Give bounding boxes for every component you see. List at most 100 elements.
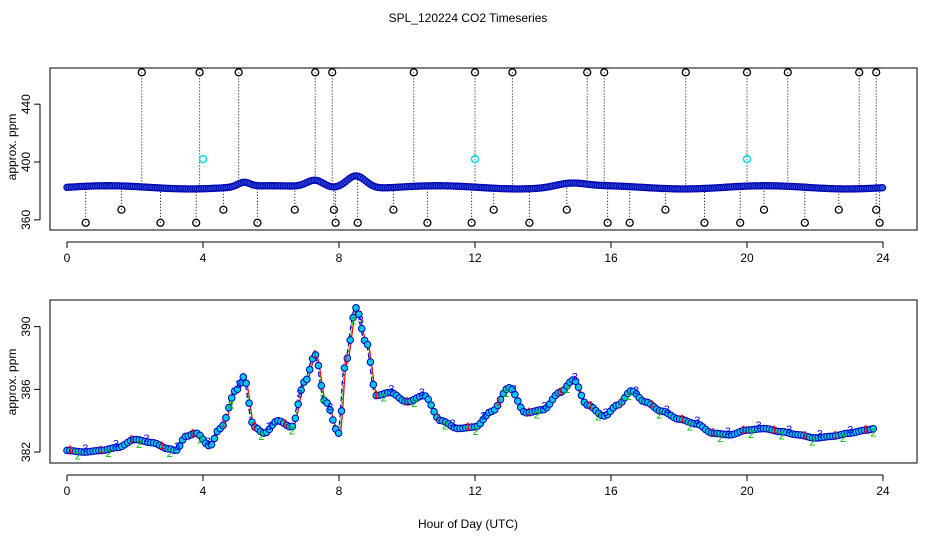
- bottom-data-point: [349, 313, 357, 322]
- bottom-series-marker-2: 2: [350, 316, 356, 328]
- bottom-series-marker-2: 2: [289, 426, 295, 438]
- top-mid-point: [834, 205, 843, 214]
- bottom-data-point: [242, 379, 250, 388]
- bottom-data-point: [427, 401, 435, 409]
- top-y-tick-label: 400: [19, 152, 33, 172]
- bottom-series-marker-2: 2: [840, 433, 846, 445]
- top-calibration-point: [470, 154, 480, 164]
- bottom-series-marker-2: 2: [779, 431, 785, 443]
- bottom-series-marker-1: 1: [98, 444, 104, 456]
- top-data-point: [878, 184, 887, 192]
- bottom-data-point: [291, 414, 300, 423]
- bottom-series-marker-2: 2: [442, 421, 448, 433]
- bottom-series-marker-1: 1: [618, 396, 624, 408]
- top-high-outlier: [681, 68, 690, 77]
- bottom-series-marker-2: 2: [411, 398, 417, 410]
- top-y-axis-label: approx. ppm: [5, 114, 19, 181]
- bottom-series-marker-1: 1: [588, 399, 594, 411]
- bottom-series-marker-3: 3: [235, 379, 241, 391]
- top-high-outlier: [583, 68, 592, 77]
- bottom-x-tick-label: 20: [740, 484, 754, 498]
- top-high-outlier: [470, 68, 480, 77]
- bottom-series-marker-2: 2: [503, 388, 509, 400]
- bottom-data-point: [571, 377, 580, 386]
- bottom-series-marker-1: 1: [343, 355, 349, 367]
- bottom-series-marker-3: 3: [664, 404, 670, 416]
- top-y-tick-label: 360: [19, 210, 33, 230]
- bottom-series-marker-3: 3: [388, 384, 394, 396]
- bottom-y-tick-label: 390: [19, 316, 33, 336]
- bottom-data-point: [233, 385, 242, 393]
- bottom-series-marker-1: 1: [312, 348, 318, 360]
- bottom-data-point: [346, 336, 355, 344]
- bottom-x-tick-label: 12: [468, 484, 482, 498]
- bottom-data-point: [869, 425, 878, 433]
- top-x-tick-label: 20: [740, 251, 754, 265]
- top-low-outlier: [467, 218, 476, 227]
- bottom-plot-frame: [49, 299, 918, 464]
- top-baseline-points: [63, 172, 887, 193]
- bottom-series-marker-3: 3: [327, 402, 333, 414]
- bottom-data-point: [493, 401, 502, 410]
- bottom-series-marker-1: 1: [496, 397, 502, 409]
- bottom-data-point: [340, 364, 349, 372]
- bottom-data-point: [225, 403, 233, 412]
- bottom-x-tick-label: 24: [876, 484, 890, 498]
- top-high-outlier: [409, 68, 418, 77]
- top-high-outlier: [872, 68, 881, 77]
- bottom-series-marker-1: 1: [710, 427, 716, 439]
- bottom-series-marker-3: 3: [449, 418, 455, 430]
- top-x-tick-label: 4: [200, 251, 207, 265]
- bottom-y-axis-label: approx. ppm: [5, 349, 19, 416]
- bottom-series-marker-1: 1: [465, 421, 471, 433]
- top-x-tick-label: 24: [876, 251, 890, 265]
- bottom-data-point: [511, 390, 519, 399]
- bottom-data-point: [326, 406, 334, 414]
- bottom-series-marker-2: 2: [687, 421, 693, 433]
- bottom-series-marker-3: 3: [725, 426, 731, 438]
- bottom-series-marker-3: 3: [480, 411, 486, 423]
- bottom-series-marker-1: 1: [557, 386, 563, 398]
- bottom-series-marker-3: 3: [143, 433, 149, 445]
- top-low-outlier: [81, 218, 90, 227]
- top-low-outlier: [192, 218, 201, 227]
- top-low-outlier: [331, 218, 340, 227]
- bottom-data-point: [239, 373, 248, 381]
- bottom-series-marker-1: 1: [282, 417, 288, 429]
- top-low-outlier: [700, 218, 709, 227]
- bottom-data-point: [317, 381, 326, 390]
- bottom-series-marker-2: 2: [748, 429, 754, 441]
- top-x-tick-label: 8: [336, 251, 343, 265]
- bottom-series-marker-2: 2: [717, 433, 723, 445]
- bottom-data-point: [334, 429, 343, 437]
- top-mid-point: [661, 205, 670, 214]
- bottom-series-marker-1: 1: [802, 429, 808, 441]
- bottom-data-point: [288, 422, 297, 431]
- bottom-data-point: [514, 397, 522, 405]
- top-low-outlier: [800, 218, 809, 227]
- bottom-series-marker-2: 2: [381, 393, 387, 405]
- bottom-series-marker-1: 1: [649, 399, 655, 411]
- x-axis-label: Hour of Day (UTC): [418, 517, 518, 531]
- top-high-outlier: [783, 68, 792, 77]
- bottom-series-marker-2: 2: [656, 410, 662, 422]
- bottom-y-tick-label: 386: [19, 379, 33, 399]
- bottom-series-marker-2: 2: [75, 450, 81, 462]
- bottom-series-marker-1: 1: [404, 395, 410, 407]
- bottom-data-point: [343, 354, 352, 363]
- top-mid-point: [489, 205, 498, 214]
- top-high-outlier: [328, 68, 337, 77]
- bottom-data-point: [303, 375, 311, 384]
- bottom-data-point: [574, 383, 583, 392]
- bottom-data-point: [496, 395, 505, 404]
- bottom-series-marker-3: 3: [755, 420, 761, 432]
- bottom-data-point: [245, 399, 253, 407]
- bottom-series-marker-3: 3: [419, 387, 425, 399]
- bottom-data-point: [297, 386, 305, 394]
- bottom-series-marker-3: 3: [541, 401, 547, 413]
- bottom-series-marker-1: 1: [190, 427, 196, 439]
- top-mid-point: [329, 205, 339, 214]
- bottom-data-point: [314, 361, 323, 370]
